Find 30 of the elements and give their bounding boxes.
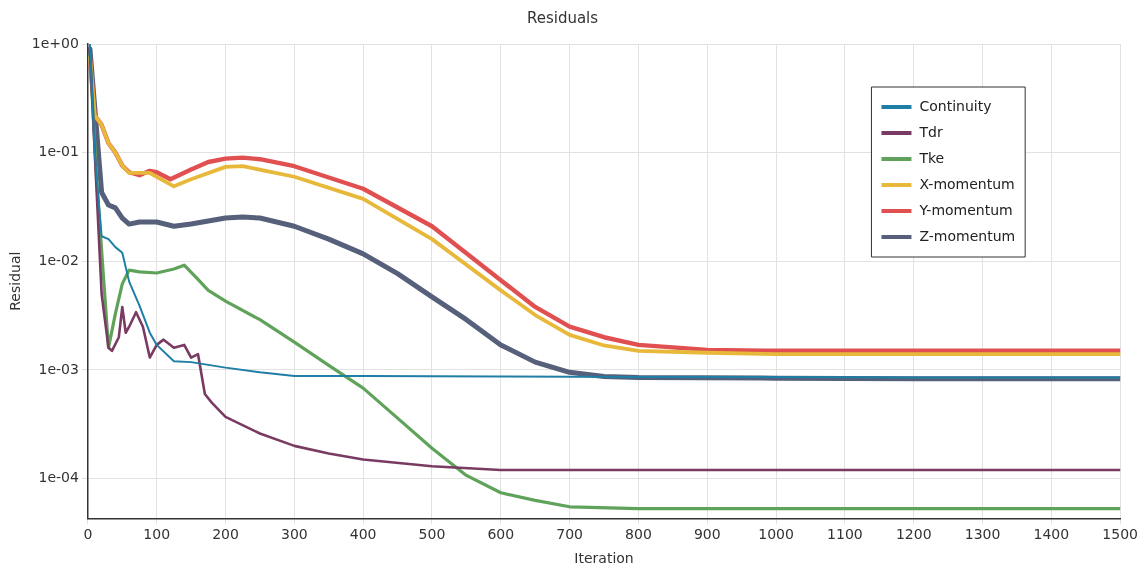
x-tick-label: 1200 [895, 526, 932, 543]
x-tick-label: 300 [280, 526, 308, 543]
x-tick-label: 0 [83, 526, 93, 543]
chart-title: Residuals [526, 8, 599, 27]
legend-label: X-momentum [919, 175, 1015, 192]
x-tick-label: 100 [143, 526, 171, 543]
legend-label: Z-momentum [919, 227, 1016, 244]
legend-label: Y-momentum [918, 201, 1013, 218]
y-tick-label: 1e-01 [38, 143, 79, 160]
y-tick-label: 1e-02 [38, 251, 79, 268]
x-tick-label: 1500 [1102, 526, 1139, 543]
x-tick-label: 600 [487, 526, 515, 543]
x-tick-label: 900 [693, 526, 721, 543]
x-tick-label: 700 [556, 526, 583, 543]
legend-label: Tdr [918, 123, 943, 140]
legend-label: Tke [918, 149, 945, 166]
x-tick-label: 1300 [964, 526, 1001, 543]
x-tick-label: 400 [349, 526, 377, 543]
x-axis-title: Iteration [574, 550, 634, 567]
x-tick-label: 200 [212, 526, 239, 543]
y-tick-label: 1e-04 [38, 469, 79, 486]
y-tick-label: 1e+00 [31, 34, 79, 51]
x-tick-label: 1100 [827, 526, 863, 543]
x-tick-label: 500 [418, 526, 446, 543]
legend-label: Continuity [919, 97, 992, 114]
y-axis-title: Residual [7, 251, 24, 311]
x-tick-label: 1000 [758, 526, 794, 543]
x-tick-label: 1400 [1033, 526, 1070, 543]
x-tick-label: 800 [625, 526, 652, 543]
y-tick-label: 1e-03 [38, 360, 79, 377]
